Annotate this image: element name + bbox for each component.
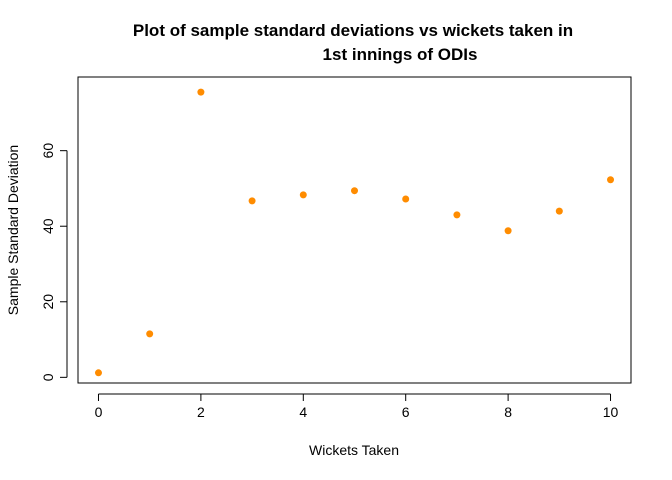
y-axis: 0 20 40 60 (40, 143, 68, 381)
chart-title-line-1: Plot of sample standard deviations vs wi… (133, 21, 573, 40)
x-tick-label: 10 (603, 404, 619, 420)
data-point (197, 88, 205, 96)
data-point (146, 330, 154, 338)
data-point (299, 191, 307, 199)
data-point (453, 211, 461, 219)
y-tick-label: 20 (40, 294, 56, 310)
x-tick-label: 8 (504, 404, 512, 420)
data-points (94, 88, 615, 377)
y-tick-label: 0 (40, 373, 56, 381)
chart-title-line-2: 1st innings of ODIs (323, 45, 478, 64)
data-point (504, 227, 512, 235)
y-axis-label: Sample Standard Deviation (5, 145, 21, 315)
data-point (351, 187, 358, 195)
y-tick-label: 40 (40, 218, 56, 234)
x-tick-label: 6 (402, 404, 410, 420)
x-axis: 0 2 4 6 8 10 (95, 393, 619, 420)
data-point (248, 197, 256, 205)
data-point (94, 369, 102, 377)
data-point (555, 207, 563, 215)
x-tick-label: 4 (299, 404, 307, 420)
y-tick-label: 60 (40, 143, 56, 159)
plot-frame (77, 76, 632, 384)
x-axis-label: Wickets Taken (309, 442, 399, 458)
data-point (607, 176, 615, 184)
x-tick-label: 0 (95, 404, 103, 420)
x-tick-label: 2 (197, 404, 205, 420)
data-point (402, 195, 410, 203)
